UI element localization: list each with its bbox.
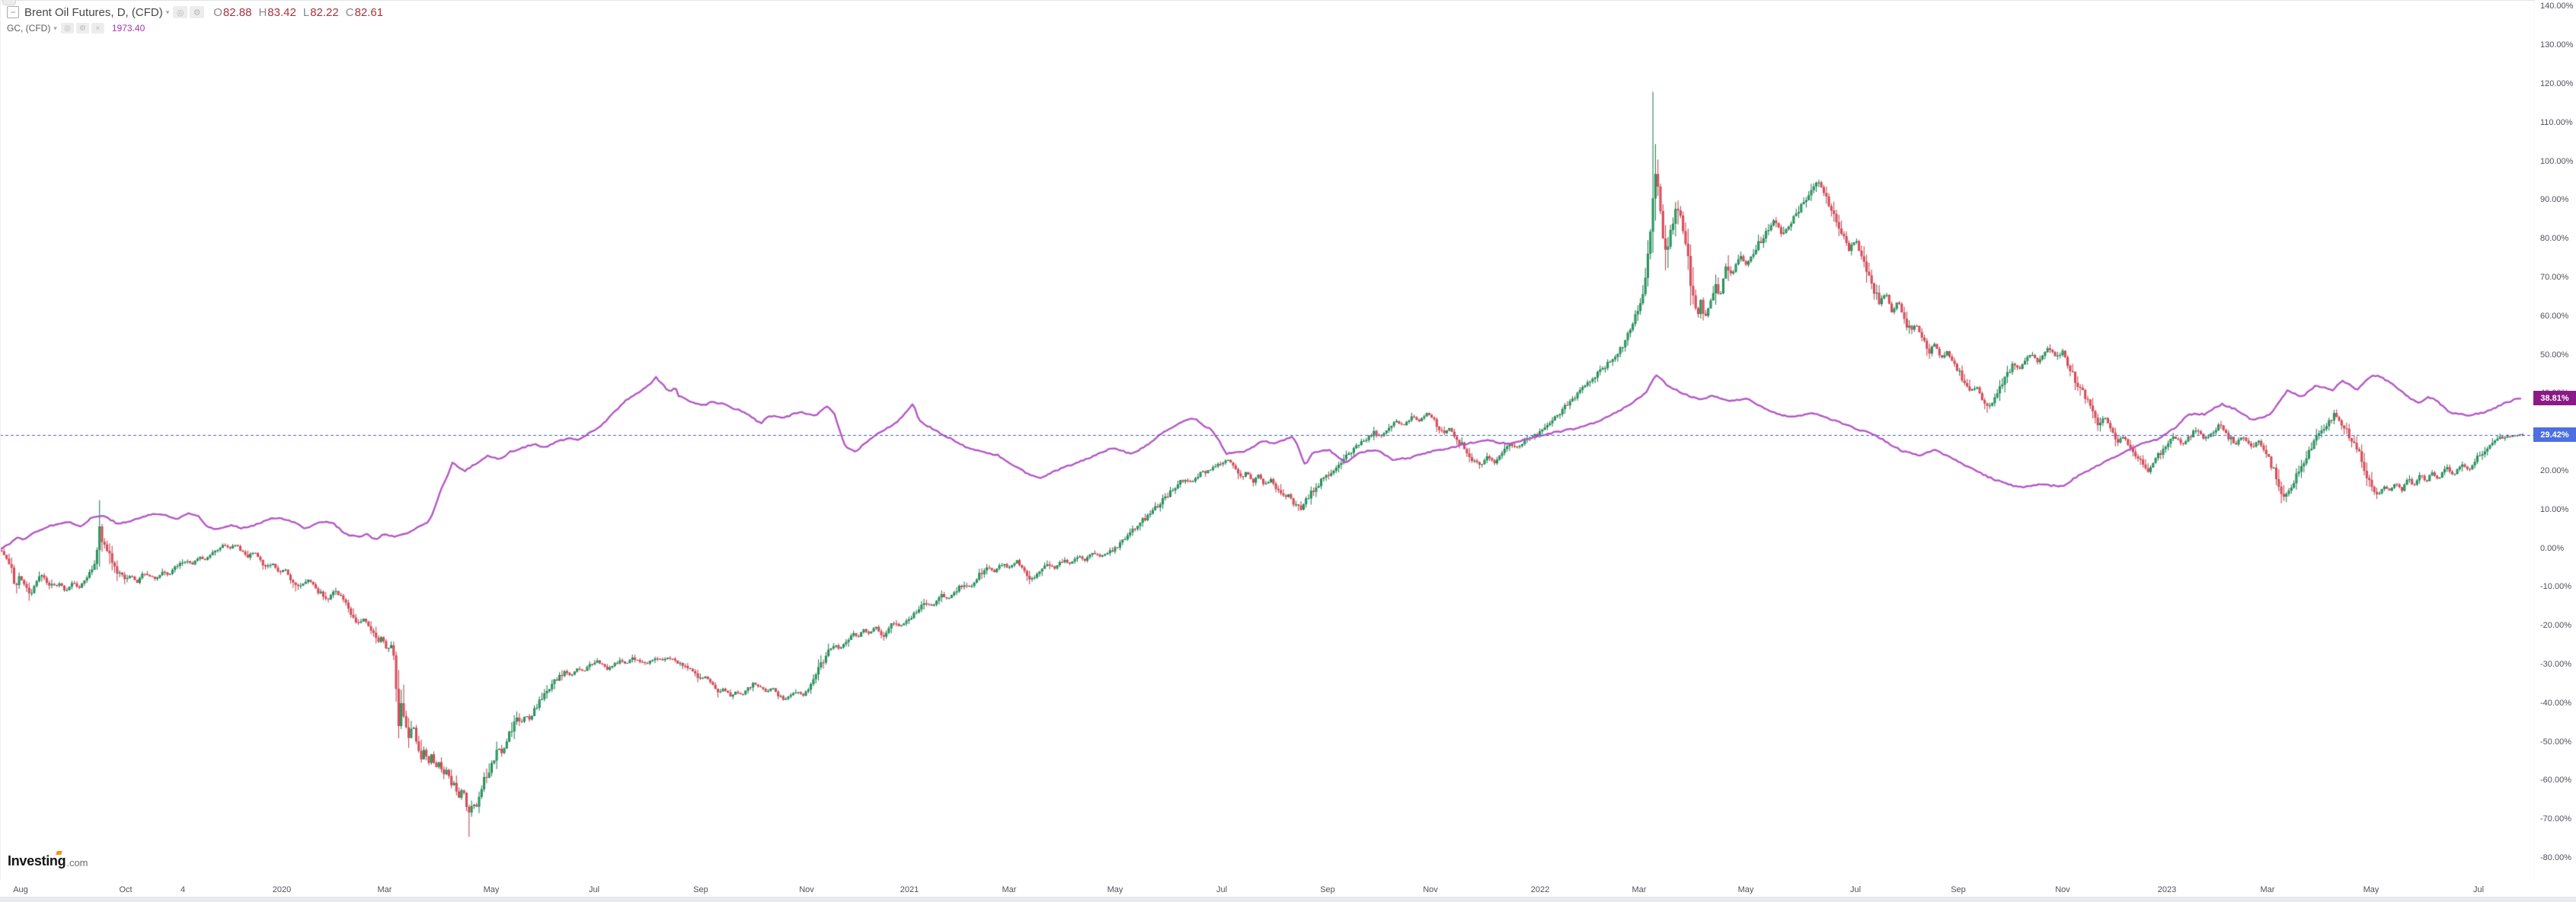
x-axis-label: Sep [1951, 885, 1966, 894]
ohlc-readout: O 82.88 H 83.42 L 82.22 C 82.61 [213, 6, 390, 19]
window-top-border [0, 0, 2576, 1]
y-axis-label: -70.00% [2540, 814, 2571, 824]
x-axis-label: Nov [2055, 885, 2070, 894]
x-axis-label: Mar [2260, 885, 2275, 894]
open-value: 82.88 [222, 5, 252, 19]
investing-logo: Investing .com [8, 851, 88, 869]
x-axis-label: Mar [377, 885, 392, 894]
bottom-scroll-strip [0, 897, 2576, 902]
compare-symbol-row: GC, (CFD) ▾ ◎ ⚙ × 1973.40 [7, 22, 390, 34]
x-axis-label: 2022 [1530, 885, 1550, 894]
main-symbol-row: − Brent Oil Futures, D, (CFD) ▾ ◎ ⚙ O 82.… [7, 5, 390, 20]
y-axis-label: 130.00% [2540, 40, 2574, 50]
x-axis-label: Nov [1423, 885, 1438, 894]
y-axis-label: 70.00% [2540, 272, 2569, 282]
compare-symbol-title[interactable]: GC, (CFD) [7, 23, 51, 34]
x-axis-label: May [483, 885, 500, 894]
close-value: 82.61 [354, 5, 384, 19]
visibility-eye-icon[interactable]: ◎ [60, 23, 74, 34]
remove-close-icon[interactable]: × [91, 23, 104, 34]
x-axis-label: Nov [799, 885, 814, 894]
x-axis-label: Jul [588, 885, 600, 894]
y-axis-label: 20.00% [2540, 465, 2569, 475]
x-axis-label: 2020 [272, 885, 292, 894]
y-axis-label: 80.00% [2540, 234, 2569, 244]
y-axis-label: 100.00% [2540, 156, 2574, 166]
brent-last-value-badge: 29.42% [2533, 427, 2576, 443]
x-axis-label: Sep [1320, 885, 1335, 894]
visibility-eye-icon[interactable]: ◎ [173, 6, 188, 18]
y-axis-label: 0.00% [2540, 543, 2565, 553]
high-label: H [258, 5, 267, 19]
low-value: 82.22 [310, 5, 339, 19]
high-value: 83.42 [267, 5, 296, 19]
symbol-title[interactable]: Brent Oil Futures, D, (CFD) [24, 5, 163, 19]
legend-collapse-button[interactable]: − [7, 6, 19, 18]
y-axis-label: 140.00% [2540, 2, 2574, 11]
low-label: L [302, 5, 310, 19]
y-axis-label: -10.00% [2540, 582, 2571, 592]
x-axis-label: Jul [2472, 885, 2485, 894]
y-axis-label: 110.00% [2540, 117, 2573, 127]
compare-last-value: 1973.40 [111, 23, 145, 34]
x-axis-label: 2023 [2157, 885, 2177, 894]
x-axis-label: May [1737, 885, 1754, 894]
y-axis-label: -60.00% [2540, 776, 2571, 785]
gold-last-value-badge: 38.81% [2533, 391, 2576, 406]
x-axis-label: Jul [1216, 885, 1228, 894]
y-axis-label: -80.00% [2540, 852, 2571, 862]
x-axis-label: Mar [1002, 885, 1017, 894]
y-axis-label: 90.00% [2540, 195, 2569, 205]
y-axis-label: -50.00% [2540, 737, 2571, 747]
x-axis-label: Sep [693, 885, 708, 894]
settings-gear-icon[interactable]: ⚙ [190, 6, 205, 18]
logo-suffix: .com [66, 857, 88, 868]
x-axis-label: 2021 [900, 885, 919, 894]
x-axis-label: May [2363, 885, 2379, 894]
chart-legend: − Brent Oil Futures, D, (CFD) ▾ ◎ ⚙ O 82.… [7, 5, 390, 34]
y-axis-label: -30.00% [2540, 659, 2571, 669]
chevron-down-icon[interactable]: ▾ [53, 24, 57, 32]
x-axis-label: 4 [180, 885, 186, 894]
y-axis-label: 50.00% [2540, 350, 2569, 360]
open-label: O [213, 5, 222, 19]
time-axis[interactable]: Aug Oct 4 2020 Mar May Jul Sep Nov 2021 Mar May Jul S… [0, 881, 2576, 897]
y-axis-label: 60.00% [2540, 311, 2569, 321]
settings-gear-icon[interactable]: ⚙ [75, 23, 89, 34]
y-axis-label: 10.00% [2540, 504, 2569, 514]
x-axis-label: May [1107, 885, 1123, 894]
close-label: C [345, 5, 354, 19]
x-axis-label: Jul [1849, 885, 1862, 894]
y-axis-label: -40.00% [2540, 698, 2571, 708]
window-left-border [0, 0, 1, 881]
chevron-down-icon[interactable]: ▾ [165, 8, 170, 16]
toolbar-handle[interactable] [2, 0, 16, 5]
x-axis-label: Oct [119, 885, 133, 894]
logo-wordmark: Investing [8, 853, 66, 868]
y-axis-label: -20.00% [2540, 621, 2571, 631]
y-axis-label: 120.00% [2540, 78, 2574, 88]
x-axis-label: Aug [13, 885, 28, 894]
x-axis-label: Mar [1632, 885, 1647, 894]
